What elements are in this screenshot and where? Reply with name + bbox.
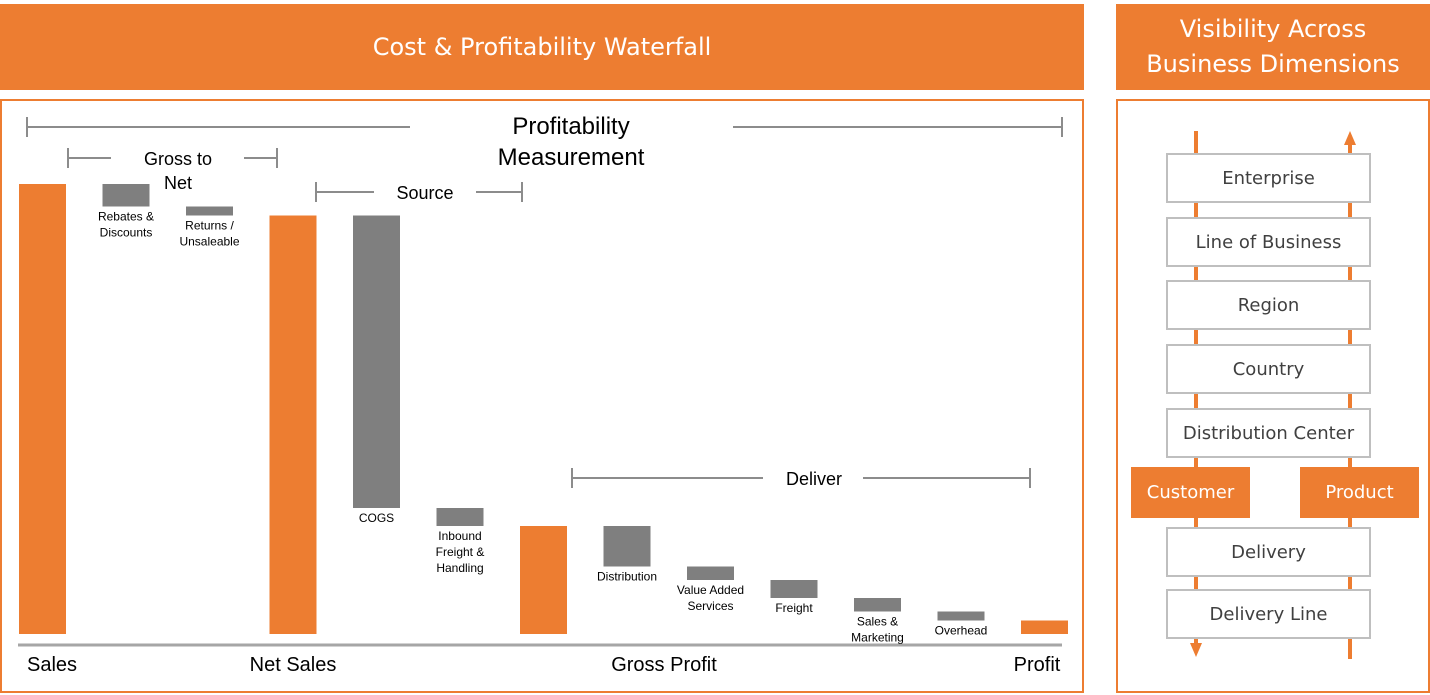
- dimension-delivery-line: Delivery Line: [1166, 589, 1371, 639]
- dimensions-title-line2: Business Dimensions: [1146, 50, 1400, 78]
- gross-to-net-label-line1: Gross to: [144, 149, 212, 169]
- bar-label-rebates-discounts-line2: Discounts: [100, 226, 153, 240]
- bar-gross-profit: [520, 526, 567, 634]
- bar-label-cogs-line1: COGS: [359, 511, 394, 525]
- bar-value-added-services: [687, 566, 734, 580]
- bar-overhead: [937, 611, 985, 621]
- waterfall-labels: Sales Rebates & Discounts Returns / Unsaleab…: [27, 210, 1061, 677]
- waterfall-panel: [0, 99, 1084, 693]
- bar-inbound-freight-handling: [436, 508, 484, 526]
- waterfall-title-banner: Cost & Profitability Waterfall: [0, 4, 1084, 90]
- bar-label-rebates-discounts-line1: Rebates &: [98, 210, 154, 224]
- deliver-label: Deliver: [786, 469, 842, 489]
- bar-net-sales: [269, 215, 317, 634]
- dimension-distribution-center: Distribution Center: [1166, 408, 1371, 458]
- dimension-enterprise: Enterprise: [1166, 153, 1371, 203]
- bar-sales: [19, 184, 66, 634]
- waterfall-bars: [19, 184, 1068, 634]
- bar-label-returns-unsaleable-line1: Returns /: [185, 219, 234, 233]
- dimension-label: Line of Business: [1195, 231, 1342, 253]
- bar-label-distribution-line1: Distribution: [597, 570, 657, 584]
- dimension-label: Country: [1232, 358, 1305, 380]
- dimension-country: Country: [1166, 344, 1371, 394]
- dimension-label: Enterprise: [1222, 167, 1315, 189]
- bar-label-freight-line1: Freight: [775, 601, 813, 615]
- customer-tag: Customer: [1131, 467, 1250, 518]
- profitability-label-line1: Profitability: [512, 113, 629, 140]
- source-bracket: [315, 182, 523, 202]
- gross-to-net-bracket: [67, 148, 278, 168]
- dimension-line-of-business: Line of Business: [1166, 217, 1371, 267]
- dimension-label: Region: [1237, 294, 1300, 316]
- bar-label-sales-marketing-line1: Sales &: [857, 615, 898, 629]
- bar-distribution: [603, 526, 651, 567]
- deliver-bracket: [571, 468, 1031, 488]
- dimensions-title: Visibility Across Business Dimensions: [1146, 12, 1400, 82]
- bar-freight: [770, 580, 818, 598]
- bar-sales-marketing: [854, 598, 901, 612]
- gross-to-net-label-line2: Net: [164, 173, 192, 193]
- bar-label-overhead-line1: Overhead: [935, 624, 988, 638]
- dimensions-panel: [1116, 99, 1430, 693]
- bar-label-inbound-freight-handling-line3: Handling: [436, 561, 483, 575]
- dimension-label: Delivery: [1231, 541, 1306, 563]
- bar-label-sales: Sales: [27, 654, 77, 676]
- product-tag: Product: [1300, 467, 1419, 518]
- dimension-label: Delivery Line: [1209, 603, 1328, 625]
- bar-label-inbound-freight-handling-line1: Inbound: [438, 529, 481, 543]
- bar-label-returns-unsaleable-line2: Unsaleable: [179, 235, 239, 249]
- bar-returns-unsaleable: [186, 206, 233, 216]
- bar-label-profit: Profit: [1014, 654, 1061, 676]
- profitability-label-line2: Measurement: [498, 144, 645, 171]
- product-tag-label: Product: [1325, 482, 1394, 503]
- dimension-delivery: Delivery: [1166, 527, 1371, 577]
- customer-tag-label: Customer: [1146, 482, 1235, 503]
- arrow-down-icon: [1190, 643, 1202, 657]
- bar-label-net-sales: Net Sales: [250, 654, 337, 676]
- bar-label-value-added-services-line1: Value Added: [677, 583, 744, 597]
- profitability-bracket: [26, 117, 1063, 137]
- bar-label-value-added-services-line2: Services: [687, 599, 733, 613]
- source-label: Source: [396, 183, 453, 203]
- waterfall-title: Cost & Profitability Waterfall: [372, 33, 712, 61]
- dimensions-title-banner: Visibility Across Business Dimensions: [1116, 4, 1430, 90]
- bar-label-gross-profit: Gross Profit: [611, 654, 717, 676]
- bar-label-sales-marketing-line2: Marketing: [851, 631, 904, 645]
- bar-label-inbound-freight-handling-line2: Freight &: [436, 545, 485, 559]
- bar-rebates-discounts: [102, 184, 150, 207]
- bar-cogs: [353, 215, 400, 508]
- dimension-label: Distribution Center: [1182, 422, 1355, 444]
- dimension-region: Region: [1166, 280, 1371, 330]
- bar-profit: [1021, 620, 1068, 634]
- dimensions-title-line1: Visibility Across: [1179, 15, 1367, 43]
- arrow-up-icon: [1344, 131, 1356, 145]
- dimension-arrows: [1190, 131, 1356, 659]
